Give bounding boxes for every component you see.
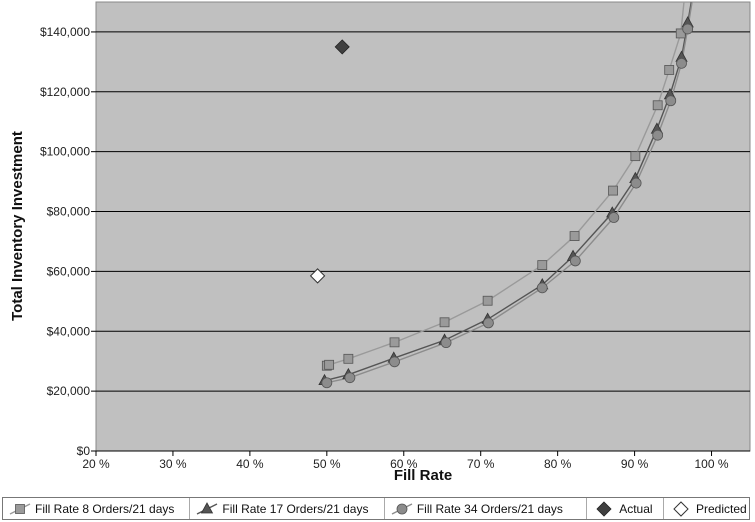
- legend-label: Fill Rate 34 Orders/21 days: [416, 501, 563, 516]
- x-axis-ticks: 20 % 30 % 40 % 50 % 60 % 70 % 80 % 90 % 100 %: [82, 451, 729, 471]
- y-axis-ticks: $0 $20,000 $40,000 $60,000 $80,000 $100,000 $1…: [40, 25, 96, 458]
- data-point-series-2: [536, 282, 548, 294]
- y-tick-label: $60,000: [47, 264, 91, 278]
- data-point-series-0: [652, 100, 663, 111]
- data-point-series-0: [664, 65, 675, 75]
- data-point-series-0: [537, 260, 548, 271]
- x-tick-label: 40 %: [236, 457, 264, 471]
- legend-swatch: [596, 500, 612, 517]
- x-tick-label: 80 %: [544, 457, 572, 471]
- y-tick-label: $80,000: [47, 205, 91, 219]
- legend-swatch: [391, 502, 413, 515]
- data-point-series-2: [652, 129, 664, 141]
- data-point-series-2: [344, 372, 356, 384]
- data-point-series-0: [630, 151, 641, 162]
- data-point-series-2: [608, 212, 620, 223]
- data-point-series-0: [389, 337, 400, 348]
- series-line-2: [326, 2, 693, 384]
- legend-item-1: Fill Rate 17 Orders/21 days: [190, 498, 385, 519]
- legend-item-3: Actual: [587, 498, 664, 519]
- data-point-series-2: [569, 255, 581, 267]
- data-point-series-2: [682, 23, 694, 35]
- legend-swatch: [197, 501, 218, 515]
- y-tick-label: $120,000: [40, 85, 90, 99]
- data-point-series-2: [688, 0, 698, 1]
- chart: $0 $20,000 $40,000 $60,000 $80,000 $100,000 $1…: [9, 0, 751, 484]
- data-point-series-0: [608, 185, 618, 196]
- plot-area: [95, 1, 751, 452]
- x-tick-label: 30 %: [159, 457, 187, 471]
- data-point-series-2: [482, 317, 494, 329]
- series-markers: [309, 0, 698, 389]
- x-tick-label: 100 %: [695, 457, 729, 471]
- x-axis-title: Fill Rate: [394, 467, 452, 484]
- data-point-series-0: [482, 295, 493, 306]
- legend-swatch: [9, 502, 31, 515]
- y-tick-label: $140,000: [40, 25, 90, 39]
- data-point-series-0: [343, 353, 354, 364]
- y-tick-label: $40,000: [47, 324, 91, 338]
- data-point-series-2: [630, 177, 642, 189]
- data-point-series-2: [665, 95, 677, 107]
- legend-swatch: [673, 500, 689, 517]
- data-point-series-4: [309, 268, 326, 284]
- legend-label: Predicted: [696, 501, 747, 516]
- y-tick-label: $20,000: [47, 384, 91, 398]
- x-tick-label: 60 %: [390, 457, 418, 471]
- data-point-series-3: [334, 39, 350, 55]
- x-tick-label: 90 %: [621, 457, 649, 471]
- data-point-series-0: [324, 359, 335, 370]
- legend: Fill Rate 8 Orders/21 days Fill Rate 17 O…: [2, 497, 750, 520]
- legend-item-0: Fill Rate 8 Orders/21 days: [3, 498, 191, 519]
- data-point-series-0: [439, 317, 450, 328]
- data-point-series-2: [440, 337, 452, 349]
- x-tick-label: 50 %: [313, 457, 341, 471]
- y-tick-label: $0: [77, 444, 91, 458]
- legend-item-2: Fill Rate 34 Orders/21 days: [385, 498, 588, 519]
- y-tick-label: $100,000: [40, 145, 90, 159]
- data-point-series-2: [676, 57, 687, 69]
- x-tick-label: 70 %: [467, 457, 495, 471]
- y-axis-title: Total Inventory Investment: [9, 131, 26, 321]
- series-line-0: [326, 2, 685, 367]
- data-point-series-0: [569, 231, 580, 241]
- legend-label: Actual: [619, 501, 653, 516]
- legend-label: Fill Rate 8 Orders/21 days: [35, 501, 175, 516]
- legend-label: Fill Rate 17 Orders/21 days: [222, 501, 369, 516]
- data-point-series-2: [389, 356, 400, 368]
- x-tick-label: 20 %: [82, 457, 110, 471]
- legend-item-4: Predicted: [664, 498, 749, 519]
- data-point-series-2: [321, 377, 333, 389]
- data-point-series-0: [680, 0, 689, 1]
